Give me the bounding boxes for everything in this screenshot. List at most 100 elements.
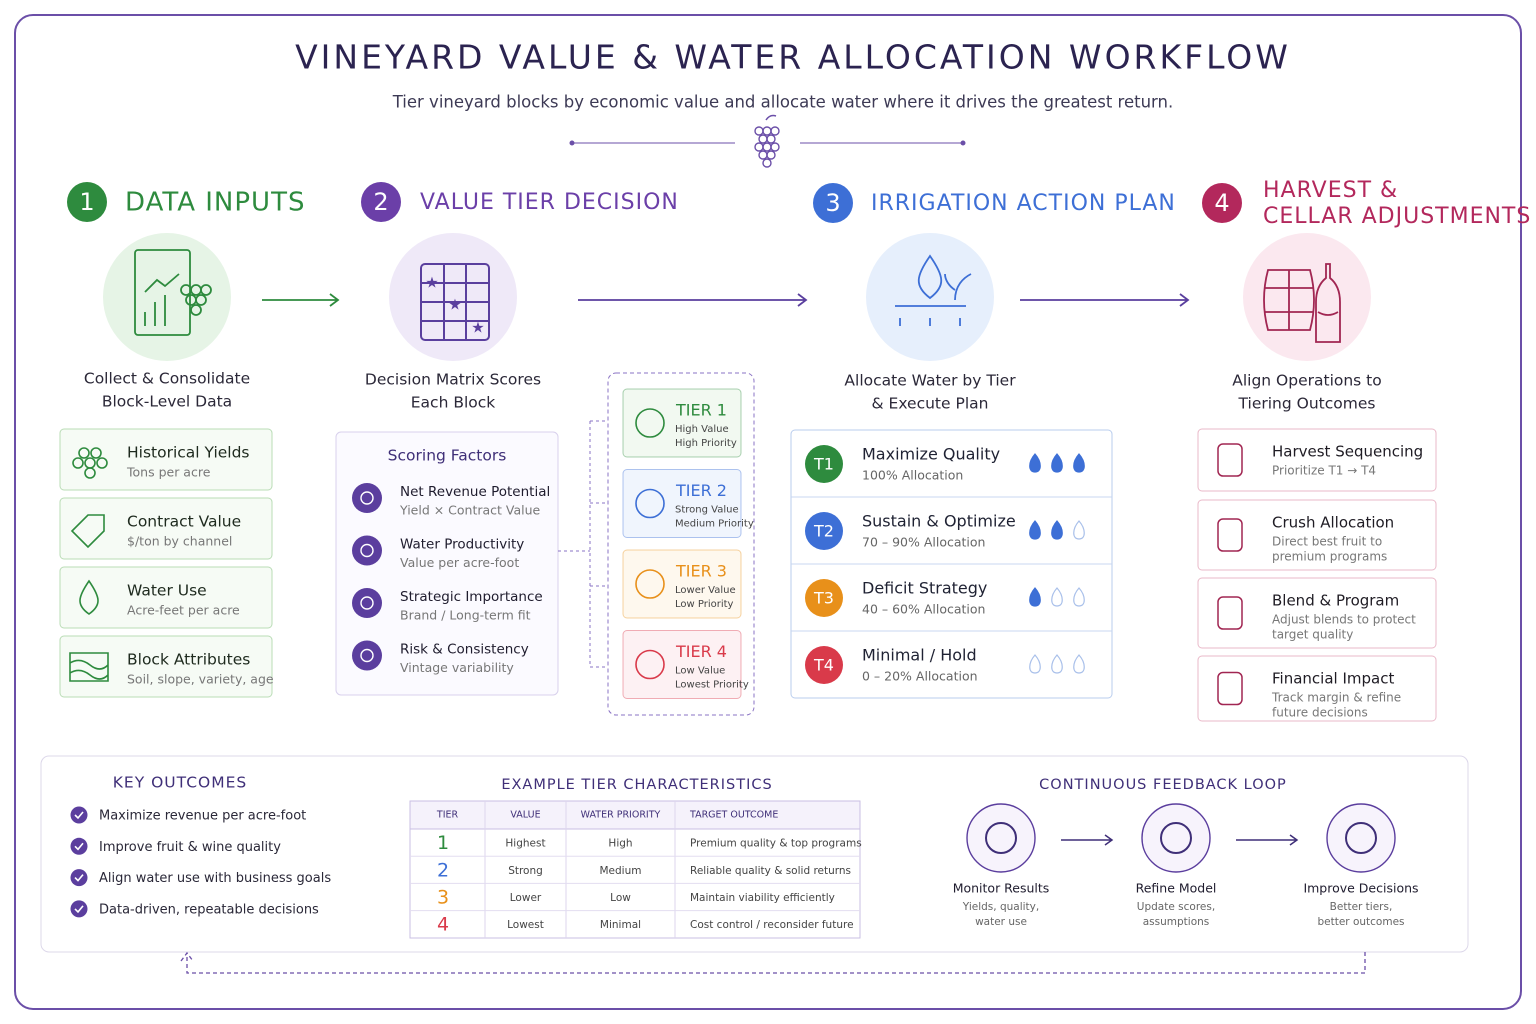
icon-part: [96, 457, 108, 469]
tier-priority: High Priority: [675, 438, 737, 449]
icon-part: [195, 294, 207, 306]
scoring-box: [335, 431, 559, 696]
harvest-detail: target quality: [1272, 628, 1353, 642]
table-cell: Highest: [505, 838, 545, 850]
scoring-title: Scoring Factors: [388, 447, 507, 465]
factor-detail: Brand / Long-term fit: [400, 608, 531, 623]
input-title: Historical Yields: [127, 444, 250, 462]
water-drop: [1029, 453, 1041, 473]
water-drop: [1073, 520, 1085, 540]
icon-part: ★: [448, 296, 461, 314]
water-level: [1029, 520, 1085, 540]
harvest-detail: future decisions: [1272, 706, 1368, 720]
tier-badge: [805, 646, 843, 684]
harvest-icon: [1217, 596, 1243, 630]
outcome-item: Maximize revenue per acre-foot: [99, 809, 306, 824]
tier-label: TIER 1: [675, 401, 727, 420]
plan-detail: 40 – 60% Allocation: [862, 602, 985, 617]
step-icon-bg: [103, 233, 231, 361]
water-drop: [1029, 520, 1041, 540]
check-mark: [74, 842, 84, 851]
tier-priority: Low Priority: [675, 599, 734, 610]
table-cell: Lowest: [507, 919, 544, 931]
input-card: [59, 635, 273, 698]
table-tier: 2: [437, 859, 449, 881]
input-title: Contract Value: [127, 513, 241, 531]
icon-part: ★: [471, 319, 484, 337]
table-col-header: WATER PRIORITY: [581, 810, 661, 821]
table-cell: Strong: [508, 865, 543, 877]
water-drop: [1051, 654, 1063, 674]
plan-detail: 70 – 90% Allocation: [862, 535, 985, 550]
step-caption: Each Block: [411, 394, 496, 412]
harvest-detail: Direct best fruit to: [1272, 535, 1382, 549]
feedback-icon: [1345, 822, 1377, 854]
harvest-detail: premium programs: [1272, 550, 1387, 564]
harvest-detail: Adjust blends to protect: [1272, 613, 1416, 627]
harvest-detail: Prioritize T1 → T4: [1272, 464, 1376, 478]
icon-part: [190, 304, 202, 316]
tier-value: Strong Value: [675, 505, 739, 516]
water-drop: [1051, 587, 1063, 607]
step-caption: Align Operations to: [1232, 372, 1382, 390]
water-drop: [1073, 654, 1085, 674]
feedback-title: CONTINUOUS FEEDBACK LOOP: [1039, 777, 1287, 793]
feedback-step-detail: assumptions: [1143, 916, 1210, 928]
tier-badge-label: T2: [813, 522, 834, 541]
tier-value: Lower Value: [675, 585, 736, 596]
step-badge: [813, 183, 853, 223]
plan-title: Minimal / Hold: [862, 646, 977, 665]
step-number: 4: [1214, 189, 1229, 217]
input-detail: $/ton by channel: [127, 534, 232, 549]
input-icon: [79, 579, 99, 615]
input-detail: Tons per acre: [126, 465, 211, 480]
step-number: 3: [825, 189, 840, 217]
tier-badge: [805, 512, 843, 550]
table-tier: 4: [437, 914, 449, 936]
tier-badge-label: T1: [813, 455, 834, 474]
input-card: [59, 497, 273, 560]
step-title: CELLAR ADJUSTMENTS: [1263, 204, 1531, 229]
harvest-card: [1197, 428, 1437, 492]
feedback-step-detail: better outcomes: [1317, 916, 1404, 928]
outcome-item: Align water use with business goals: [99, 871, 331, 886]
tier-priority: Medium Priority: [675, 519, 754, 530]
feedback-arrow: [1236, 834, 1299, 846]
step-title: VALUE TIER DECISION: [420, 190, 679, 215]
table-col-header: TIER: [436, 810, 459, 821]
feedback-arrow: [1061, 834, 1114, 846]
step-caption: Block-Level Data: [102, 393, 232, 411]
tier-connector: [558, 420, 608, 668]
harvest-title: Financial Impact: [1272, 670, 1394, 688]
water-level: [1029, 453, 1085, 473]
feedback-icon: [985, 822, 1017, 854]
table-title: EXAMPLE TIER CHARACTERISTICS: [501, 777, 772, 793]
feedback-step-title: Refine Model: [1136, 881, 1217, 896]
factor-icon: [352, 535, 382, 566]
outcome-item: Data-driven, repeatable decisions: [99, 902, 319, 917]
step-icon: [895, 254, 972, 326]
outcomes-title: KEY OUTCOMES: [113, 774, 248, 792]
factor-icon-inner: [360, 596, 374, 610]
icon-part: [78, 447, 90, 459]
icon-part: [90, 447, 102, 459]
table-cell: Premium quality & top programs: [690, 838, 862, 850]
factor-title: Strategic Importance: [400, 589, 543, 605]
tier-card: [622, 388, 742, 458]
input-title: Water Use: [127, 582, 207, 600]
tier-badge: [805, 579, 843, 617]
factor-icon: [352, 640, 382, 671]
table-cell: Low: [610, 892, 631, 904]
factor-icon: [352, 483, 382, 513]
harvest-card: [1197, 499, 1437, 571]
tier-icon: [635, 488, 665, 519]
harvest-card: [1197, 655, 1437, 722]
icon-part: [895, 254, 972, 326]
input-detail: Soil, slope, variety, age: [127, 672, 274, 687]
plan-detail: 100% Allocation: [862, 468, 963, 483]
flow-arrows: [262, 293, 1190, 307]
input-detail: Acre-feet per acre: [127, 603, 240, 618]
input-icon: [69, 652, 109, 682]
feedback-step-detail: Yields, quality,: [962, 901, 1039, 913]
outcome-item: Improve fruit & wine quality: [99, 840, 281, 855]
